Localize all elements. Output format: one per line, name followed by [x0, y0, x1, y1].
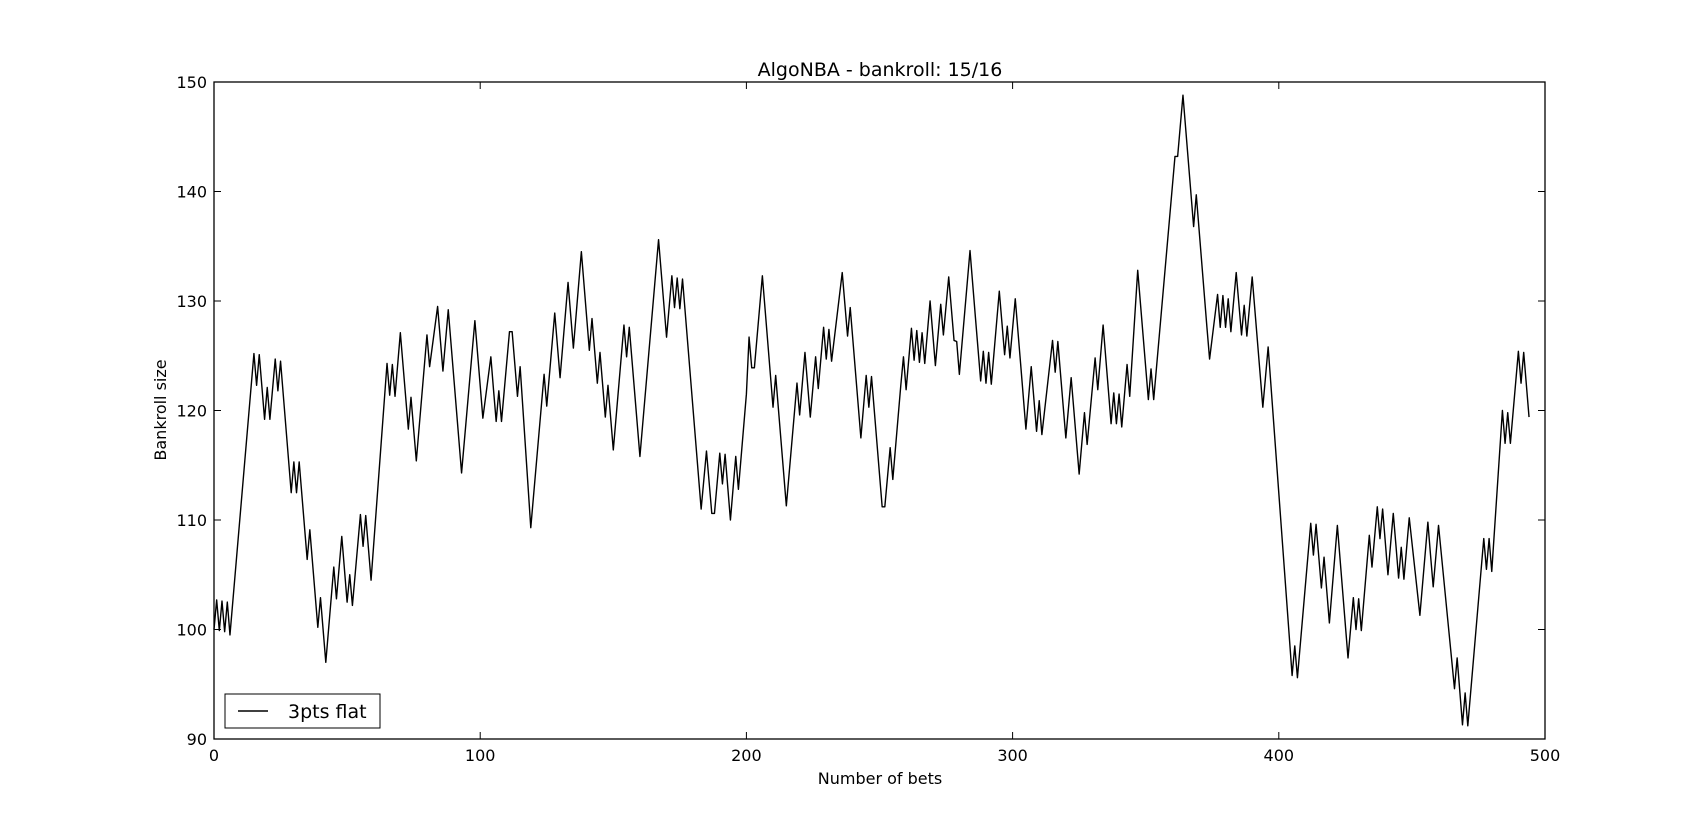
- plot-area: [213, 94, 1530, 727]
- series-line-0: [213, 94, 1530, 727]
- x-tick-label: 300: [997, 746, 1028, 765]
- x-tick-label: 500: [1530, 746, 1561, 765]
- y-axis-label: Bankroll size: [151, 359, 170, 460]
- y-tick-label: 150: [176, 73, 207, 92]
- x-tick-label: 100: [465, 746, 496, 765]
- y-tick-label: 140: [176, 183, 207, 202]
- y-tick-label: 90: [187, 730, 207, 749]
- chart-title: AlgoNBA - bankroll: 15/16: [758, 59, 1003, 81]
- x-tick-label: 0: [209, 746, 219, 765]
- y-tick-label: 110: [176, 511, 207, 530]
- y-tick-label: 100: [176, 621, 207, 640]
- axes-frame: [213, 81, 1546, 740]
- x-tick-label: 200: [731, 746, 762, 765]
- x-axis-label: Number of bets: [818, 769, 942, 788]
- legend-label: 3pts flat: [288, 701, 367, 723]
- y-tick-label: 130: [176, 292, 207, 311]
- legend: 3pts flat: [224, 693, 381, 729]
- x-tick-label: 400: [1264, 746, 1295, 765]
- y-tick-label: 120: [176, 402, 207, 421]
